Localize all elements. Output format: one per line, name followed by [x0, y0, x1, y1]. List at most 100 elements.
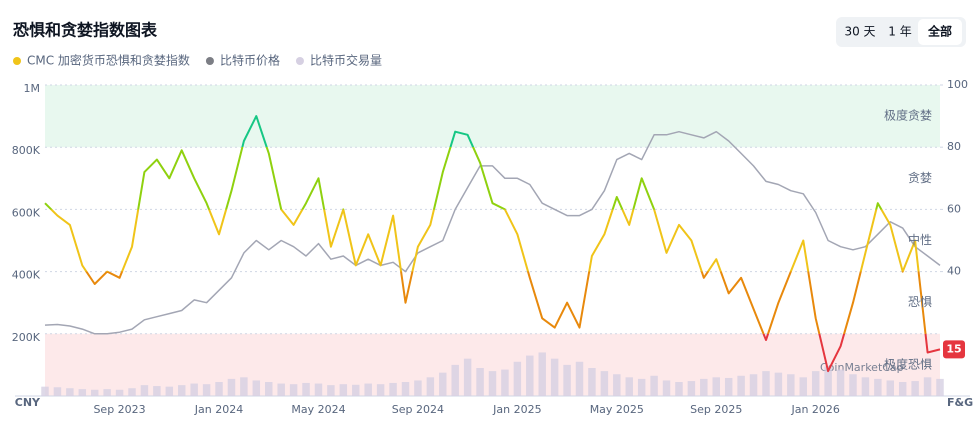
zone-label: 极度恐惧 [884, 356, 932, 371]
volume-bar [202, 384, 211, 396]
volume-bar [600, 371, 609, 396]
control-selected[interactable] [918, 19, 962, 45]
volume-bar [886, 380, 895, 396]
volume-bar [762, 371, 770, 396]
volume-bar [178, 385, 186, 396]
volume-bar [463, 358, 472, 396]
volume-bar [737, 375, 745, 396]
volume-bar [563, 364, 571, 396]
volume-bar [799, 377, 807, 396]
zone-label: 极度贪婪 [884, 108, 932, 123]
y-axis-label: CNY [15, 396, 41, 409]
x-tick-label: Sep 2023 [93, 403, 145, 416]
volume-bar [675, 382, 683, 396]
volume-bar [451, 364, 459, 396]
volume-bar [314, 383, 323, 396]
volume-bar [240, 377, 248, 396]
volume-bar [488, 371, 497, 396]
volume-bar [53, 387, 62, 396]
volume-bar [550, 358, 559, 396]
control-button[interactable]: 全部 [927, 24, 952, 39]
volume-bar [824, 366, 832, 396]
volume-bar [277, 383, 285, 396]
legend-marker [295, 57, 304, 65]
labels: 极度恐惧 恐惧 中性 贪婪 极度贪婪 200K 400K 600K 800K 1M 40 60 80 10… [12, 78, 973, 416]
y-tick-label: 400K [12, 269, 41, 282]
volume-bar [650, 375, 658, 396]
x-tick-label: May 2025 [590, 403, 644, 416]
volume-bar [700, 378, 708, 396]
volume-bar [513, 361, 522, 396]
x-tick-label: Jan 2026 [790, 403, 839, 416]
volume-bar [103, 389, 111, 396]
volume-bar [140, 385, 149, 396]
volume-bar [861, 377, 870, 396]
control-button[interactable]: 30 天 [844, 25, 875, 39]
y-tick-label: 800K [12, 144, 41, 157]
volume-bar [787, 374, 795, 396]
volume-bar [911, 381, 919, 396]
volume-bar [662, 380, 671, 396]
x-tick-label: May 2024 [291, 403, 345, 416]
volume-bar [364, 383, 372, 396]
control-button[interactable]: 1 年 [888, 25, 911, 39]
fear-greed-line [44, 115, 941, 373]
y-tick-label: 200K [12, 331, 41, 344]
volume-bar [153, 386, 161, 396]
volume-bar [936, 378, 944, 396]
volume-bar [41, 386, 49, 396]
volume-bar [252, 380, 261, 396]
zone-label: 贪婪 [908, 170, 932, 185]
volume-bar [874, 378, 882, 396]
legend-label[interactable]: 比特币交易量 [310, 53, 382, 68]
volume-bar [227, 378, 236, 396]
x-tick-label: Sep 2024 [392, 403, 444, 416]
volume-bar [66, 388, 74, 396]
legend-marker [205, 57, 214, 65]
volume-bar [265, 382, 273, 396]
volume-bar [749, 374, 758, 396]
volume-bar [849, 374, 857, 396]
legend-label[interactable]: CMC 加密货币恐惧和贪婪指数 [27, 53, 190, 68]
volume-bar [774, 372, 783, 396]
volume-bar [327, 385, 335, 396]
volume-bar [575, 361, 584, 396]
volume-bar [538, 352, 546, 396]
volume-bar [836, 369, 845, 396]
volume-bar [625, 377, 633, 396]
volume-bar [376, 384, 385, 396]
y-tick-label: 1M [24, 82, 41, 95]
volume-bar [476, 368, 484, 396]
x-tick-label: Sep 2025 [690, 403, 742, 416]
y2-tick-label: 40 [947, 265, 961, 278]
volume-bar [78, 389, 87, 396]
y-tick-label: 600K [12, 206, 41, 219]
volume-bar [923, 377, 932, 396]
volume-bar [724, 377, 733, 396]
volume-bar [165, 386, 174, 396]
x-tick-label: Jan 2024 [194, 403, 243, 416]
volume-bar [90, 389, 99, 396]
zone-label: 恐惧 [908, 294, 932, 309]
legend-marker [13, 57, 21, 65]
x-tick-label: Jan 2025 [492, 403, 541, 416]
volume-bar [588, 368, 596, 396]
volume-bar [401, 382, 410, 396]
volume-bar [289, 384, 298, 396]
legend-label[interactable]: 比特币价格 [220, 53, 280, 68]
volume-bar [898, 382, 907, 396]
current-value-label: 15 [946, 342, 961, 355]
volume [41, 352, 944, 396]
volume-bar [712, 377, 720, 396]
volume-bar [128, 388, 136, 396]
zone-band [45, 85, 940, 148]
chart-title: 恐惧和贪婪指数图表 [13, 21, 158, 40]
volume-bar [501, 369, 509, 396]
volume-bar [190, 383, 198, 396]
y2-tick-label: 100 [947, 78, 968, 91]
volume-bar [302, 382, 310, 396]
volume-bar [339, 384, 348, 396]
volume-bar [687, 381, 696, 396]
bands: CoinMarketCap [45, 85, 940, 396]
zone-label: 中性 [908, 232, 932, 247]
